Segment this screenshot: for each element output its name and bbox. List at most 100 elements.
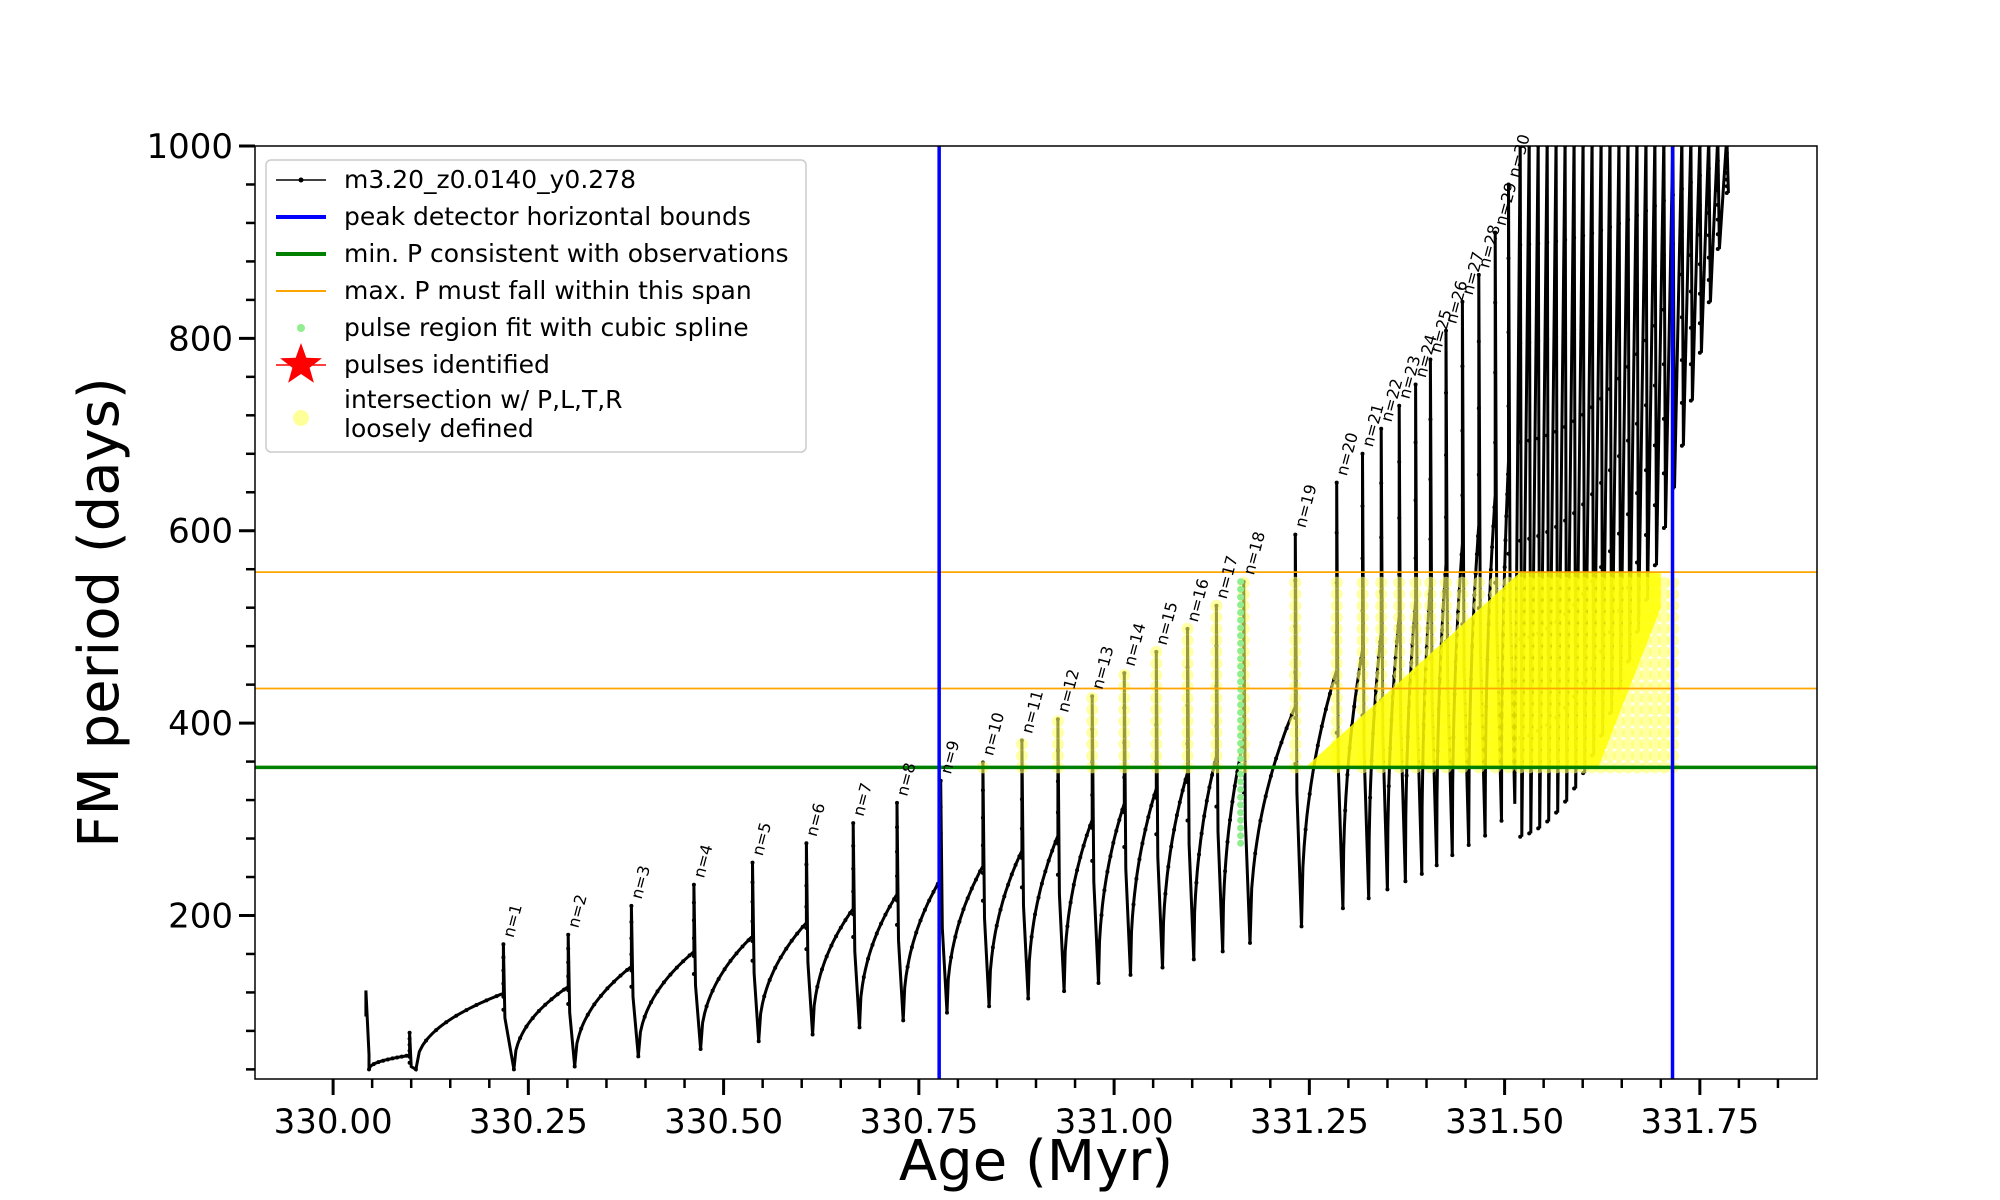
y-tick-label: 800 [168, 319, 233, 359]
legend-label: m3.20_z0.0140_y0.278 [344, 165, 636, 194]
intersection-point [1456, 599, 1469, 612]
intersection-point [1086, 692, 1099, 705]
intersection-point [1657, 692, 1670, 705]
x-tick-label: 331.50 [1445, 1102, 1564, 1142]
intersection-point [1289, 622, 1302, 635]
intersection-point [1181, 680, 1194, 693]
intersection-point [1657, 749, 1670, 762]
intersection-point [1631, 680, 1643, 693]
spline-point [1237, 732, 1245, 740]
intersection-point [1657, 703, 1670, 716]
intersection-point [1150, 715, 1163, 728]
intersection-point [1657, 599, 1670, 612]
intersection-point [1330, 703, 1343, 716]
pulse-label: n=17 [1212, 553, 1242, 600]
spline-point [1237, 801, 1245, 809]
intersection-point [1640, 726, 1652, 739]
intersection-point [1150, 692, 1163, 705]
intersection-point [1118, 726, 1131, 739]
intersection-point [1289, 680, 1302, 693]
intersection-point [1118, 680, 1131, 693]
intersection-point [1657, 669, 1670, 681]
y-tick-label: 200 [168, 896, 233, 936]
intersection-point [1330, 645, 1343, 658]
intersection-point [1356, 622, 1369, 635]
spline-point [1237, 770, 1245, 778]
intersection-point [1640, 703, 1652, 716]
intersection-point [1631, 726, 1643, 739]
spline-point [1237, 816, 1245, 824]
intersection-point [1409, 588, 1422, 601]
intersection-point [1086, 749, 1099, 762]
pulse-label: n=2 [564, 892, 591, 930]
spline-point [1237, 809, 1245, 817]
intersection-point [1051, 726, 1064, 739]
intersection-point [1210, 599, 1223, 612]
intersection-point [1657, 680, 1670, 693]
pulse-label: n=15 [1152, 600, 1182, 647]
x-tick-label: 331.00 [1055, 1102, 1174, 1142]
intersection-point [1393, 657, 1406, 670]
intersection-point [1210, 726, 1223, 739]
legend-label: loosely defined [344, 414, 534, 443]
intersection-point [1150, 669, 1163, 681]
legend-marker [297, 324, 305, 332]
intersection-point [1640, 680, 1652, 693]
spline-point [1237, 793, 1245, 801]
intersection-point [1424, 634, 1437, 647]
intersection-point [1648, 703, 1661, 716]
intersection-point [1440, 622, 1452, 635]
intersection-point [1150, 749, 1163, 762]
intersection-point [1657, 738, 1670, 751]
x-tick-label: 330.25 [469, 1102, 588, 1142]
intersection-point [1356, 588, 1369, 601]
intersection-point [1631, 692, 1643, 705]
intersection-point [1356, 599, 1369, 612]
intersection-point [1118, 703, 1131, 716]
intersection-point [1440, 611, 1452, 624]
intersection-point [1181, 738, 1194, 751]
intersection-point [1640, 692, 1652, 705]
intersection-point [1375, 611, 1388, 624]
intersection-point [1210, 657, 1223, 670]
intersection-point [1393, 645, 1406, 658]
x-tick-label: 330.75 [859, 1102, 978, 1142]
intersection-point [1622, 726, 1634, 739]
intersection-point [1210, 669, 1223, 681]
intersection-point [1086, 738, 1099, 751]
pulse-label: n=13 [1088, 644, 1118, 691]
spline-point [1237, 685, 1245, 693]
x-axis-title: Age (Myr) [899, 1129, 1173, 1194]
axis-titles: Age (Myr) FM period (days) [67, 377, 1173, 1194]
intersection-point [1424, 599, 1437, 612]
intersection-point [1356, 657, 1369, 670]
y-axis-title: FM period (days) [67, 377, 132, 847]
intersection-point [1648, 738, 1661, 751]
spline-point [1237, 678, 1245, 686]
x-tick-label: 330.50 [664, 1102, 783, 1142]
intersection-point [1356, 680, 1369, 693]
pulse-label: n=4 [689, 842, 716, 880]
intersection-point [1648, 692, 1661, 705]
legend-marker [280, 343, 322, 383]
intersection-point [1086, 703, 1099, 716]
pulse-label: n=18 [1239, 529, 1269, 576]
intersection-point [1375, 576, 1388, 589]
pulse-label: n=10 [978, 710, 1008, 757]
intersection-point [1150, 703, 1163, 716]
plot-content: n=1 n=2n=3n=4n=5n=6n=7n=8n=9 n=10 n=11 n=12 n… [255, 132, 1817, 1079]
intersection-dense-area [1305, 572, 1661, 768]
intersection-point [1210, 692, 1223, 705]
intersection-point [1289, 669, 1302, 681]
intersection-point [1181, 645, 1194, 658]
intersection-point [1393, 611, 1406, 624]
intersection-point [1210, 645, 1223, 658]
intersection-point [1289, 657, 1302, 670]
y-tick-label: 400 [168, 704, 233, 744]
intersection-point [1118, 669, 1131, 681]
pulse-label: n=3 [627, 863, 654, 901]
intersection-point [1440, 599, 1452, 612]
intersection-point [1393, 622, 1406, 635]
intersection-point [1409, 634, 1422, 647]
